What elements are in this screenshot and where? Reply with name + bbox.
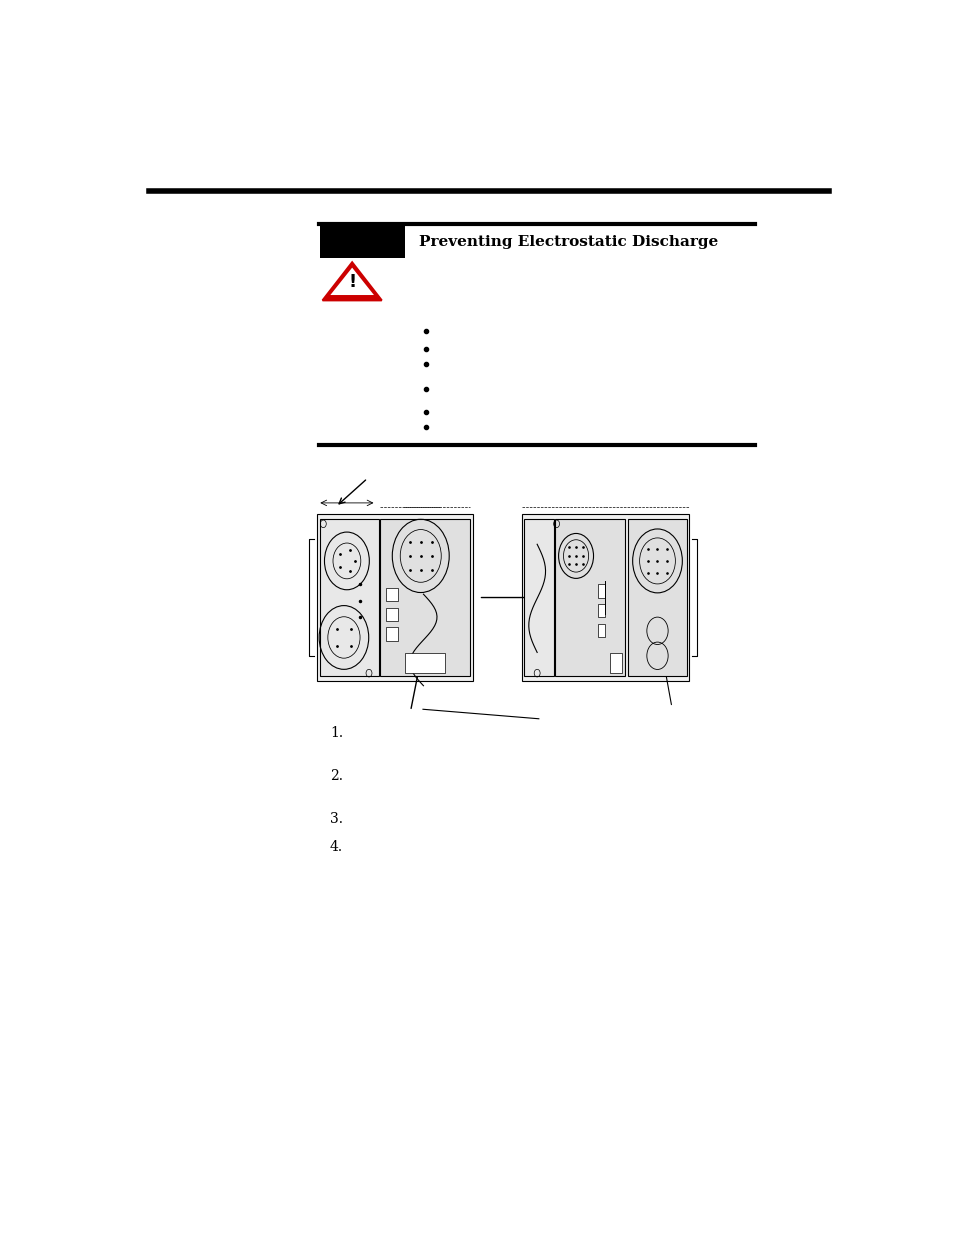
Text: 4.: 4. [330,840,343,855]
Bar [319,519,378,676]
Bar [609,653,621,673]
Text: 2.: 2. [330,769,343,783]
Polygon shape [322,262,381,300]
Polygon shape [330,268,374,295]
Bar [385,627,397,641]
Bar [521,514,688,680]
Bar [320,226,405,258]
Text: Preventing Electrostatic Discharge: Preventing Electrostatic Discharge [418,236,718,249]
Text: 3.: 3. [330,811,343,826]
Bar [385,588,397,601]
Bar [523,519,553,676]
Bar [598,584,605,598]
Bar [598,624,605,637]
Bar [385,608,397,621]
Text: 1.: 1. [330,726,343,740]
Text: !: ! [348,273,355,291]
Bar [598,604,605,618]
Bar [379,519,470,676]
Bar [555,519,624,676]
Bar [405,653,445,673]
Bar [627,519,686,676]
Bar [317,514,472,680]
